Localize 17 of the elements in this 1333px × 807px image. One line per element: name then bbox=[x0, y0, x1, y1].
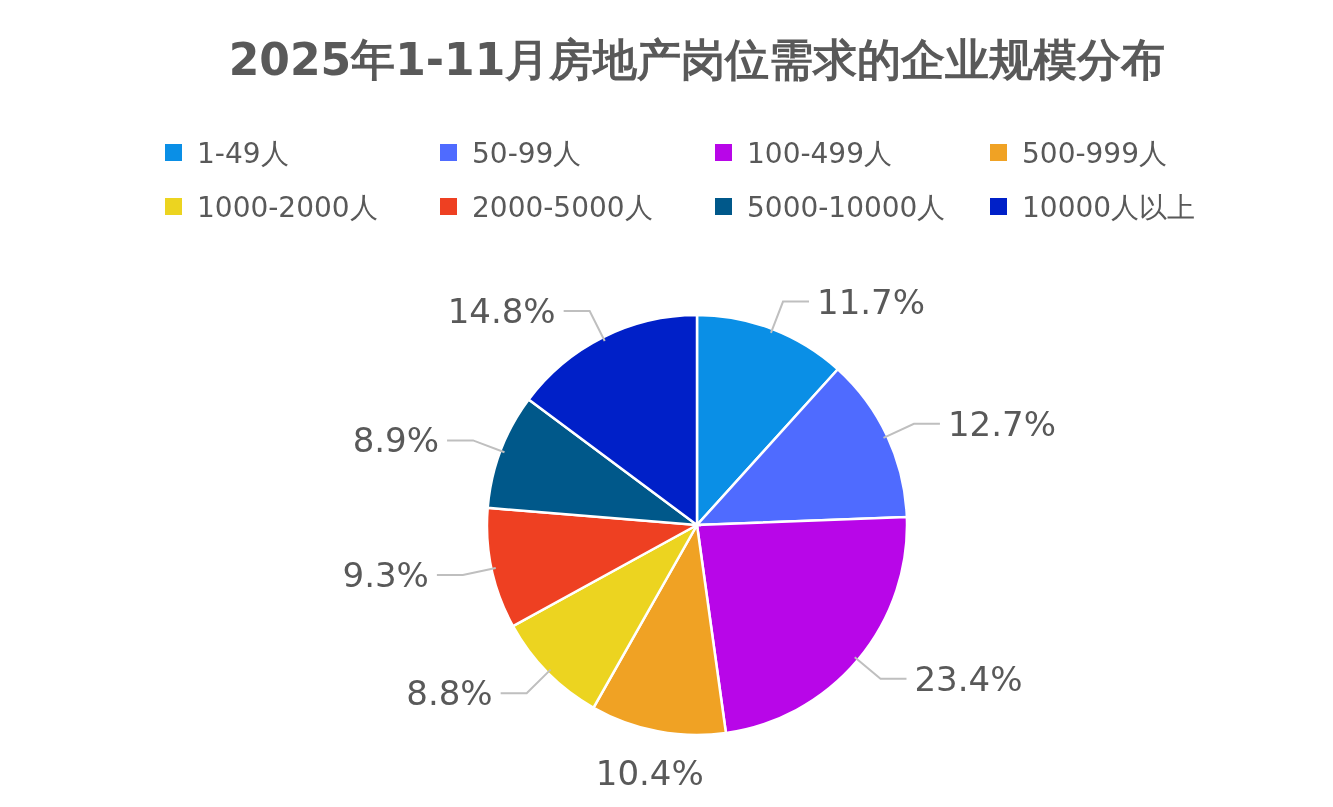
data-label: 11.7% bbox=[817, 281, 926, 322]
data-label: 23.4% bbox=[914, 658, 1023, 699]
data-label: 9.3% bbox=[342, 555, 429, 596]
legend-label: 2000-5000人 bbox=[472, 190, 653, 224]
legend-label: 50-99人 bbox=[472, 136, 582, 170]
data-label: 10.4% bbox=[595, 752, 704, 793]
data-label: 12.7% bbox=[947, 403, 1056, 444]
legend-label: 10000人以上 bbox=[1022, 190, 1196, 224]
data-label: 14.8% bbox=[447, 291, 556, 332]
chart-title: 2025年1-11月房地产岗位需求的企业规模分布 bbox=[228, 34, 1166, 85]
data-label: 8.9% bbox=[352, 420, 440, 461]
data-label: 8.8% bbox=[406, 673, 493, 714]
legend-label: 1-49人 bbox=[197, 136, 289, 170]
legend-label: 100-499人 bbox=[747, 136, 892, 170]
legend-label: 1000-2000人 bbox=[197, 190, 378, 224]
legend-label: 5000-10000人 bbox=[747, 190, 946, 224]
legend-label: 500-999人 bbox=[1022, 136, 1167, 170]
